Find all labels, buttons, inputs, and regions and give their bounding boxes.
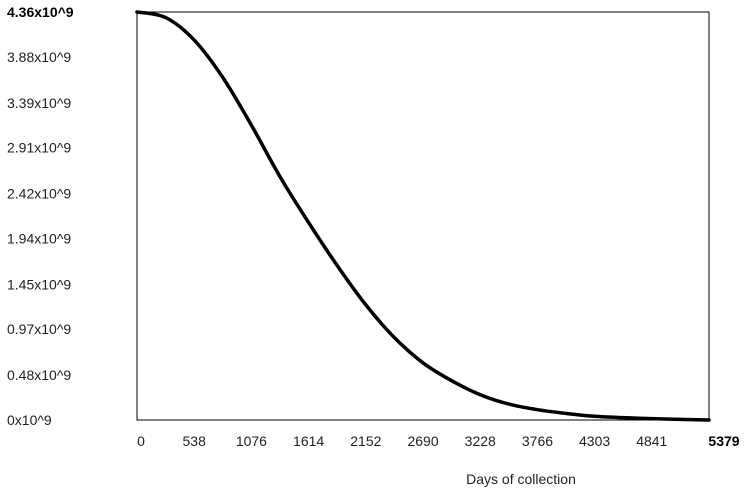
- y-tick-label: 3.88x10^9: [7, 49, 71, 65]
- data-point: [650, 417, 653, 420]
- y-tick-label: 1.94x10^9: [7, 230, 71, 246]
- y-tick-label: 3.39x10^9: [7, 95, 71, 111]
- x-tick-label: 538: [183, 433, 207, 449]
- x-tick-label: 3228: [465, 433, 496, 449]
- x-tick-label: 1076: [236, 433, 267, 449]
- y-tick-label: 4.36x10^9: [7, 4, 74, 20]
- data-point: [307, 221, 310, 224]
- data-point: [422, 361, 425, 364]
- y-tick-label: 2.42x10^9: [7, 186, 71, 202]
- data-point: [450, 379, 453, 382]
- y-tick-label: 0x10^9: [7, 412, 52, 428]
- y-tick-label: 0.48x10^9: [7, 367, 71, 383]
- x-tick-label: 1614: [293, 433, 324, 449]
- y-tick-label: 2.91x10^9: [7, 140, 71, 156]
- data-point: [336, 264, 339, 267]
- x-tick-label: 2690: [407, 433, 438, 449]
- data-series-line: [135, 10, 711, 422]
- data-point: [364, 303, 367, 306]
- x-tick-label: 5379: [708, 433, 739, 449]
- data-point: [221, 76, 224, 79]
- x-tick-label: 2152: [350, 433, 381, 449]
- x-axis-tick-labels: 0 538 1076 1614 2152 2690 3228 3766 4303 4841 5379: [137, 433, 740, 449]
- x-tick-label: 4303: [579, 433, 610, 449]
- data-point: [250, 124, 253, 127]
- y-axis-tick-labels: 0x10^9 0.48x10^9 0.97x10^9 1.45x10^9 1.94x10…: [7, 4, 74, 428]
- data-point: [536, 408, 539, 411]
- x-axis-label: Days of collection: [466, 471, 576, 487]
- data-point: [193, 39, 196, 42]
- x-tick-label: 4841: [636, 433, 667, 449]
- x-tick-label: 3766: [522, 433, 553, 449]
- data-point: [164, 16, 167, 19]
- data-point: [622, 416, 625, 419]
- y-tick-label: 0.97x10^9: [7, 321, 71, 337]
- data-point: [565, 412, 568, 415]
- data-points: [136, 11, 711, 422]
- y-tick-label: 1.45x10^9: [7, 276, 71, 292]
- data-point: [708, 419, 711, 422]
- data-point: [479, 393, 482, 396]
- data-point: [279, 175, 282, 178]
- data-point: [679, 418, 682, 421]
- data-point: [593, 415, 596, 418]
- data-point: [136, 11, 139, 14]
- plot-area-frame: [136, 11, 710, 421]
- data-point: [507, 403, 510, 406]
- x-tick-label: 0: [137, 433, 145, 449]
- data-point: [393, 336, 396, 339]
